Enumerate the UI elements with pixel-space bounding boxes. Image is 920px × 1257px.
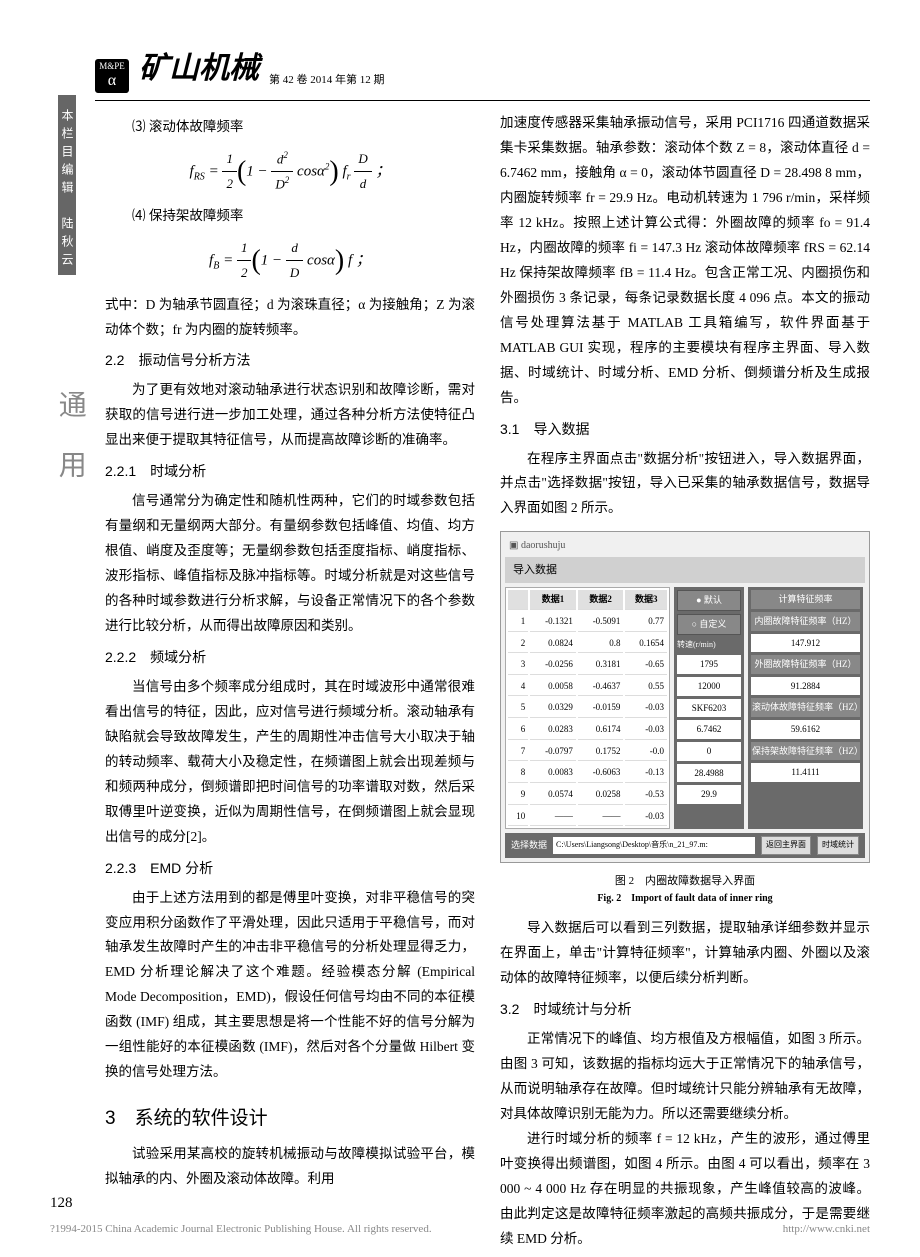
- section-3: 3 系统的软件设计: [105, 1101, 475, 1136]
- z-value: 6.7462: [677, 720, 741, 739]
- logo-glyph: α: [108, 72, 116, 90]
- right-column: 加速度传感器采集轴承振动信号，采用 PCI1716 四通道数据采集卡采集数据。轴…: [500, 111, 870, 1252]
- fs-value: 12000: [677, 677, 741, 696]
- para-3: 试验采用某高校的旋转机械振动与故障模拟试验平台，模拟轴承的内、外圈及滚动体故障。…: [105, 1142, 475, 1192]
- roller-freq-label: 滚动体故障特征频率（HZ）: [751, 698, 860, 717]
- inner-freq-value: 147.912: [751, 634, 860, 653]
- calc-button[interactable]: 计算特征频率: [751, 590, 860, 609]
- left-column: ⑶ 滚动体故障频率 fRS = 12(1 − d2D2 cosα2) fr Dd…: [105, 111, 475, 1252]
- ang-value: 28.4988: [677, 764, 741, 783]
- footer-right: http://www.cnki.net: [783, 1221, 870, 1239]
- bearing-type: SKF6203: [677, 699, 741, 718]
- para-2-2-1: 信号通常分为确定性和随机性两种，它们的时域参数包括有量纲和无量纲两大部分。有量纲…: [105, 489, 475, 639]
- para-2-2-3: 由于上述方法用到的都是傅里叶变换，对非平稳信号的突变应用积分函数作了平滑处理，因…: [105, 886, 475, 1086]
- caption-cn: 图 2 内圈故障数据导入界面: [615, 875, 755, 887]
- section-2-2-1: 2.2.1 时域分析: [105, 459, 475, 485]
- page-number: 128: [50, 1191, 73, 1215]
- para-2-2: 为了更有效地对滚动轴承进行状态识别和故障诊断，需对获取的信号进行进一步加工处理，…: [105, 378, 475, 453]
- sidebar-section-label: 通 用: [48, 390, 93, 490]
- page-header: M&PE α 矿山机械 第 42 卷 2014 年第 12 期: [0, 0, 920, 98]
- journal-logo: M&PE α: [95, 59, 129, 93]
- item-4-label: ⑷ 保持架故障频率: [105, 204, 475, 229]
- para-3-2a: 正常情况下的峰值、均方根值及方根幅值，如图 3 所示。由图 3 可知，该数据的指…: [500, 1027, 870, 1127]
- rpm-label: 转速(r/min): [677, 638, 741, 653]
- section-2-2: 2.2 振动信号分析方法: [105, 348, 475, 374]
- issue-info: 第 42 卷 2014 年第 12 期: [269, 72, 385, 93]
- para-3-1: 在程序主界面点击"数据分析"按钮进入，导入数据界面，并点击"选择数据"按钮，导入…: [500, 447, 870, 522]
- journal-title: 矿山机械: [139, 45, 259, 93]
- section-2-2-3: 2.2.3 EMD 分析: [105, 856, 475, 882]
- rpm-value: 1795: [677, 655, 741, 674]
- section-3-2: 3.2 时域统计与分析: [500, 997, 870, 1023]
- figure-panel-title: 导入数据: [505, 557, 865, 583]
- radio-custom[interactable]: ○ 自定义: [677, 614, 741, 635]
- inner-freq-label: 内圈故障特征频率（HZ）: [751, 612, 860, 631]
- section-3-1: 3.1 导入数据: [500, 417, 870, 443]
- roller-freq-value: 59.6162: [751, 720, 860, 739]
- para-2-2-2: 当信号由多个频率成分组成时，其在时域波形中通常很难看出信号的特征，因此，应对信号…: [105, 675, 475, 850]
- page-footer: ?1994-2015 China Academic Journal Electr…: [50, 1221, 870, 1239]
- para-top-right: 加速度传感器采集轴承振动信号，采用 PCI1716 四通道数据采集卡采集数据。轴…: [500, 111, 870, 411]
- cage-freq-label: 保持架故障特征频率（HZ）: [751, 742, 860, 761]
- figure-mid-panel: ● 默认 ○ 自定义 转速(r/min) 1795 12000 SKF6203 …: [674, 587, 744, 829]
- figure-data-table: 数据1数据2数据3 1-0.1321-0.50910.7720.08240.80…: [505, 587, 670, 829]
- figure-right-panel: 计算特征频率 内圈故障特征频率（HZ） 147.912 外圈故障特征频率（HZ）…: [748, 587, 863, 829]
- figure-2-caption: 图 2 内圈故障数据导入界面 Fig. 2 Import of fault da…: [500, 873, 870, 906]
- figure-window-titlebar: ▣ daorushuju: [505, 536, 865, 557]
- outer-freq-value: 91.2884: [751, 677, 860, 696]
- variable-defs: 式中：D 为轴承节圆直径；d 为滚珠直径；α 为接触角；Z 为滚动体个数；fr …: [105, 293, 475, 343]
- d-value: 0: [677, 742, 741, 761]
- figure-panel-body: 数据1数据2数据3 1-0.1321-0.50910.7720.08240.80…: [505, 587, 865, 829]
- file-path: C:\Users\Liangsong\Desktop\音乐\n_21_97.m:: [553, 837, 755, 854]
- sidebar-editor: 本栏目编辑 陆秋云: [58, 95, 76, 275]
- item-3-label: ⑶ 滚动体故障频率: [105, 115, 475, 140]
- formula-fb: fB = 12(1 − dD cosα) f ；: [105, 235, 475, 287]
- select-data-button[interactable]: 选择数据: [511, 837, 547, 854]
- figure-2: ▣ daorushuju 导入数据 数据1数据2数据3 1-0.1321-0.5…: [500, 531, 870, 863]
- formula-frs: fRS = 12(1 − d2D2 cosα2) fr Dd ；: [105, 146, 475, 198]
- bigd-value: 29.9: [677, 785, 741, 804]
- radio-default[interactable]: ● 默认: [677, 590, 741, 611]
- figure-bottom-bar: 选择数据 C:\Users\Liangsong\Desktop\音乐\n_21_…: [505, 833, 865, 858]
- outer-freq-label: 外圈故障特征频率（HZ）: [751, 655, 860, 674]
- caption-en: Fig. 2 Import of fault data of inner rin…: [597, 893, 772, 904]
- back-button[interactable]: 返回主界面: [761, 836, 811, 855]
- section-2-2-2: 2.2.2 频域分析: [105, 645, 475, 671]
- para-after-fig2: 导入数据后可以看到三列数据，提取轴承详细参数并显示在界面上，单击"计算特征频率"…: [500, 916, 870, 991]
- stats-button[interactable]: 时域统计: [817, 836, 859, 855]
- content-area: ⑶ 滚动体故障频率 fRS = 12(1 − d2D2 cosα2) fr Dd…: [0, 101, 920, 1252]
- cage-freq-value: 11.4111: [751, 763, 860, 782]
- logo-top: M&PE: [99, 62, 125, 72]
- footer-left: ?1994-2015 China Academic Journal Electr…: [50, 1221, 432, 1239]
